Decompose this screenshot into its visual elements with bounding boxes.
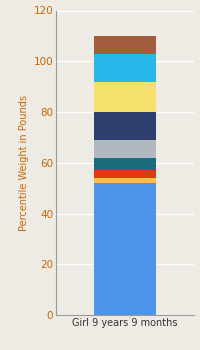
Bar bbox=[94, 183, 156, 315]
Bar bbox=[94, 36, 156, 54]
Y-axis label: Percentile Weight in Pounds: Percentile Weight in Pounds bbox=[19, 95, 29, 231]
Bar bbox=[94, 178, 156, 183]
Bar bbox=[94, 170, 156, 178]
Bar bbox=[94, 140, 156, 158]
Bar bbox=[94, 158, 156, 170]
Bar bbox=[94, 112, 156, 140]
Bar bbox=[94, 54, 156, 82]
Bar bbox=[94, 82, 156, 112]
